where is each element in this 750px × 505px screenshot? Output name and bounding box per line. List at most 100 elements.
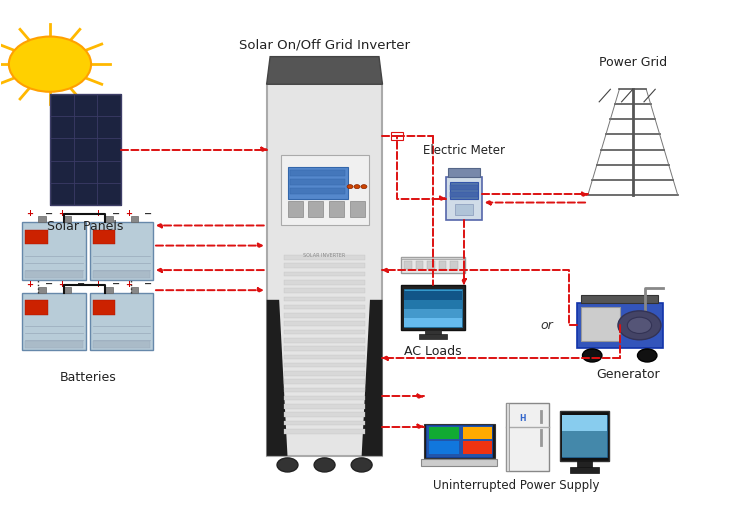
FancyBboxPatch shape [50,94,121,205]
FancyBboxPatch shape [284,429,365,434]
FancyBboxPatch shape [429,441,459,454]
FancyBboxPatch shape [284,388,365,392]
FancyBboxPatch shape [287,167,348,198]
Circle shape [9,36,91,92]
Polygon shape [267,300,287,456]
FancyBboxPatch shape [290,179,346,185]
FancyBboxPatch shape [284,396,365,400]
Text: −: − [144,279,152,289]
Polygon shape [267,57,382,84]
FancyBboxPatch shape [284,379,365,384]
FancyBboxPatch shape [578,461,592,469]
FancyBboxPatch shape [350,201,365,217]
Circle shape [351,458,372,472]
Text: +: + [26,280,34,289]
FancyBboxPatch shape [93,271,150,278]
FancyBboxPatch shape [284,288,365,293]
FancyBboxPatch shape [284,280,365,285]
FancyBboxPatch shape [404,289,462,327]
FancyBboxPatch shape [280,155,368,225]
FancyBboxPatch shape [404,261,412,269]
FancyBboxPatch shape [22,293,86,350]
FancyBboxPatch shape [284,404,365,409]
Text: H: H [519,414,526,423]
FancyBboxPatch shape [93,300,115,315]
FancyBboxPatch shape [427,425,492,457]
FancyBboxPatch shape [448,168,480,177]
Circle shape [638,349,657,362]
Circle shape [277,458,298,472]
FancyBboxPatch shape [416,261,424,269]
FancyBboxPatch shape [463,441,493,454]
Text: +: + [58,210,65,218]
Circle shape [361,185,367,189]
Text: +: + [125,280,133,289]
FancyBboxPatch shape [38,216,46,222]
FancyBboxPatch shape [581,295,658,302]
FancyBboxPatch shape [93,230,115,244]
FancyBboxPatch shape [290,188,346,194]
FancyBboxPatch shape [284,296,365,301]
FancyBboxPatch shape [450,192,478,197]
Text: +: + [94,210,100,218]
Text: AC Loads: AC Loads [404,345,462,359]
FancyBboxPatch shape [106,287,113,293]
FancyBboxPatch shape [449,182,478,198]
FancyBboxPatch shape [64,216,71,222]
FancyBboxPatch shape [26,300,48,315]
FancyBboxPatch shape [506,403,549,471]
FancyBboxPatch shape [425,330,440,335]
Text: Batteries: Batteries [59,371,116,383]
FancyBboxPatch shape [424,424,494,458]
FancyBboxPatch shape [64,287,71,293]
Text: −: − [76,279,85,289]
FancyBboxPatch shape [284,255,365,260]
FancyBboxPatch shape [404,309,462,318]
Text: −: − [45,279,53,289]
Text: −: − [45,209,53,218]
FancyBboxPatch shape [404,318,462,327]
FancyBboxPatch shape [401,257,465,260]
Polygon shape [362,300,382,456]
FancyBboxPatch shape [89,222,153,280]
FancyBboxPatch shape [284,264,365,268]
Text: SOLAR INVERTER: SOLAR INVERTER [304,252,346,258]
Text: −: − [112,209,120,218]
Text: Uninterrupted Power Supply: Uninterrupted Power Supply [433,479,599,491]
Text: −: − [112,279,120,289]
FancyBboxPatch shape [22,222,86,280]
FancyBboxPatch shape [570,468,599,474]
FancyBboxPatch shape [38,287,46,293]
FancyBboxPatch shape [439,261,446,269]
FancyBboxPatch shape [401,257,465,273]
FancyBboxPatch shape [450,261,458,269]
Circle shape [583,349,602,362]
FancyBboxPatch shape [284,330,365,334]
FancyBboxPatch shape [455,204,473,215]
FancyBboxPatch shape [581,307,620,341]
Text: Solar Panels: Solar Panels [47,220,124,233]
FancyBboxPatch shape [284,305,365,310]
FancyBboxPatch shape [404,299,462,309]
FancyBboxPatch shape [429,427,459,439]
FancyBboxPatch shape [284,322,365,326]
Circle shape [618,311,661,340]
Text: Solar On/Off Grid Inverter: Solar On/Off Grid Inverter [239,38,410,52]
Text: +: + [94,280,100,289]
FancyBboxPatch shape [26,230,48,244]
FancyBboxPatch shape [506,403,509,471]
FancyBboxPatch shape [446,177,482,220]
FancyBboxPatch shape [560,411,609,461]
FancyBboxPatch shape [427,261,435,269]
FancyBboxPatch shape [267,84,382,456]
FancyBboxPatch shape [308,201,323,217]
Text: +: + [26,210,34,218]
FancyBboxPatch shape [419,334,447,339]
FancyBboxPatch shape [130,287,139,293]
FancyBboxPatch shape [562,415,607,458]
FancyBboxPatch shape [392,132,404,140]
Circle shape [627,317,652,333]
Circle shape [354,185,360,189]
FancyBboxPatch shape [290,170,346,176]
FancyBboxPatch shape [421,459,497,466]
